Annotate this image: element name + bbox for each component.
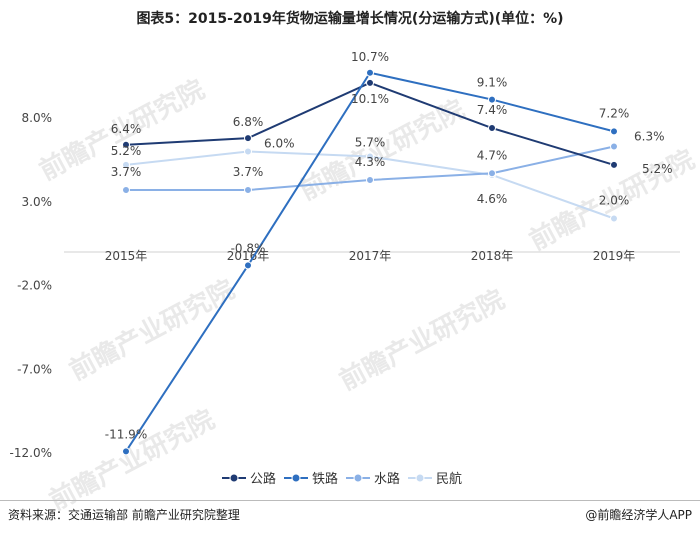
data-label: 6.4% [111,122,142,136]
data-label: 5.7% [355,136,386,150]
x-tick-label: 2015年 [105,249,148,263]
data-point [366,68,374,77]
data-label: 4.3% [355,155,386,169]
data-point [610,214,618,223]
y-tick-label: 3.0% [22,195,53,209]
legend-label: 民航 [436,471,462,487]
source-note: 资料来源：交通运输部 前瞻产业研究院整理 [8,508,240,522]
footer-divider [0,500,700,501]
x-tick-label: 2019年 [593,249,636,263]
x-tick-label: 2016年 [227,249,270,263]
y-tick-label: -2.0% [17,279,52,293]
data-label: 6.8% [233,115,264,129]
data-point [244,186,252,195]
data-point [244,261,252,270]
data-point [610,142,618,151]
data-point [122,140,130,149]
data-point [122,160,130,169]
data-point [244,147,252,156]
data-point [122,447,130,456]
data-point [244,134,252,143]
data-label: 10.1% [351,92,389,106]
data-label: 2.0% [599,194,630,208]
data-point [122,186,130,195]
data-label: 6.0% [264,137,295,151]
data-label: 7.4% [477,103,508,117]
data-label: -11.9% [105,427,147,441]
legend-swatch-marker [353,473,363,483]
data-label: 5.2% [111,144,142,158]
legend-swatch-marker [229,473,239,483]
x-tick-label: 2018年 [471,249,514,263]
y-tick-label: -7.0% [17,362,52,376]
data-point [610,160,618,169]
data-label: 6.3% [634,129,665,143]
data-label: 5.2% [642,162,673,176]
legend-label: 铁路 [312,471,338,487]
chart-title: 图表5：2015-2019年货物运输量增长情况(分运输方式)(单位：%) [136,11,564,27]
data-point [610,127,618,136]
data-label: 3.7% [233,165,264,179]
data-point [366,78,374,87]
brand-credit: @前瞻经济学人APP [585,508,692,522]
data-label: 10.7% [351,50,389,64]
y-tick-label: -12.0% [10,446,52,460]
legend-label: 水路 [374,471,400,487]
data-point [488,124,496,133]
legend-swatch-marker [415,473,425,483]
data-point [488,95,496,104]
legend-swatch-marker [291,473,301,483]
data-label: 9.1% [477,76,508,90]
data-label: 3.7% [111,165,142,179]
line-chart: 8.0% 3.0% -2.0% -7.0% -12.0% 2015年 2016年 2017年 2… [10,50,680,487]
data-label: 4.6% [477,192,508,206]
legend-label: 公路 [250,471,276,487]
data-point [366,175,374,184]
data-label: 4.7% [477,148,508,162]
x-tick-label: 2017年 [349,249,392,263]
data-label: -0.8% [231,241,266,255]
data-point [488,169,496,178]
data-point [366,152,374,161]
data-label: 7.2% [599,106,630,120]
y-tick-label: 8.0% [22,111,53,125]
